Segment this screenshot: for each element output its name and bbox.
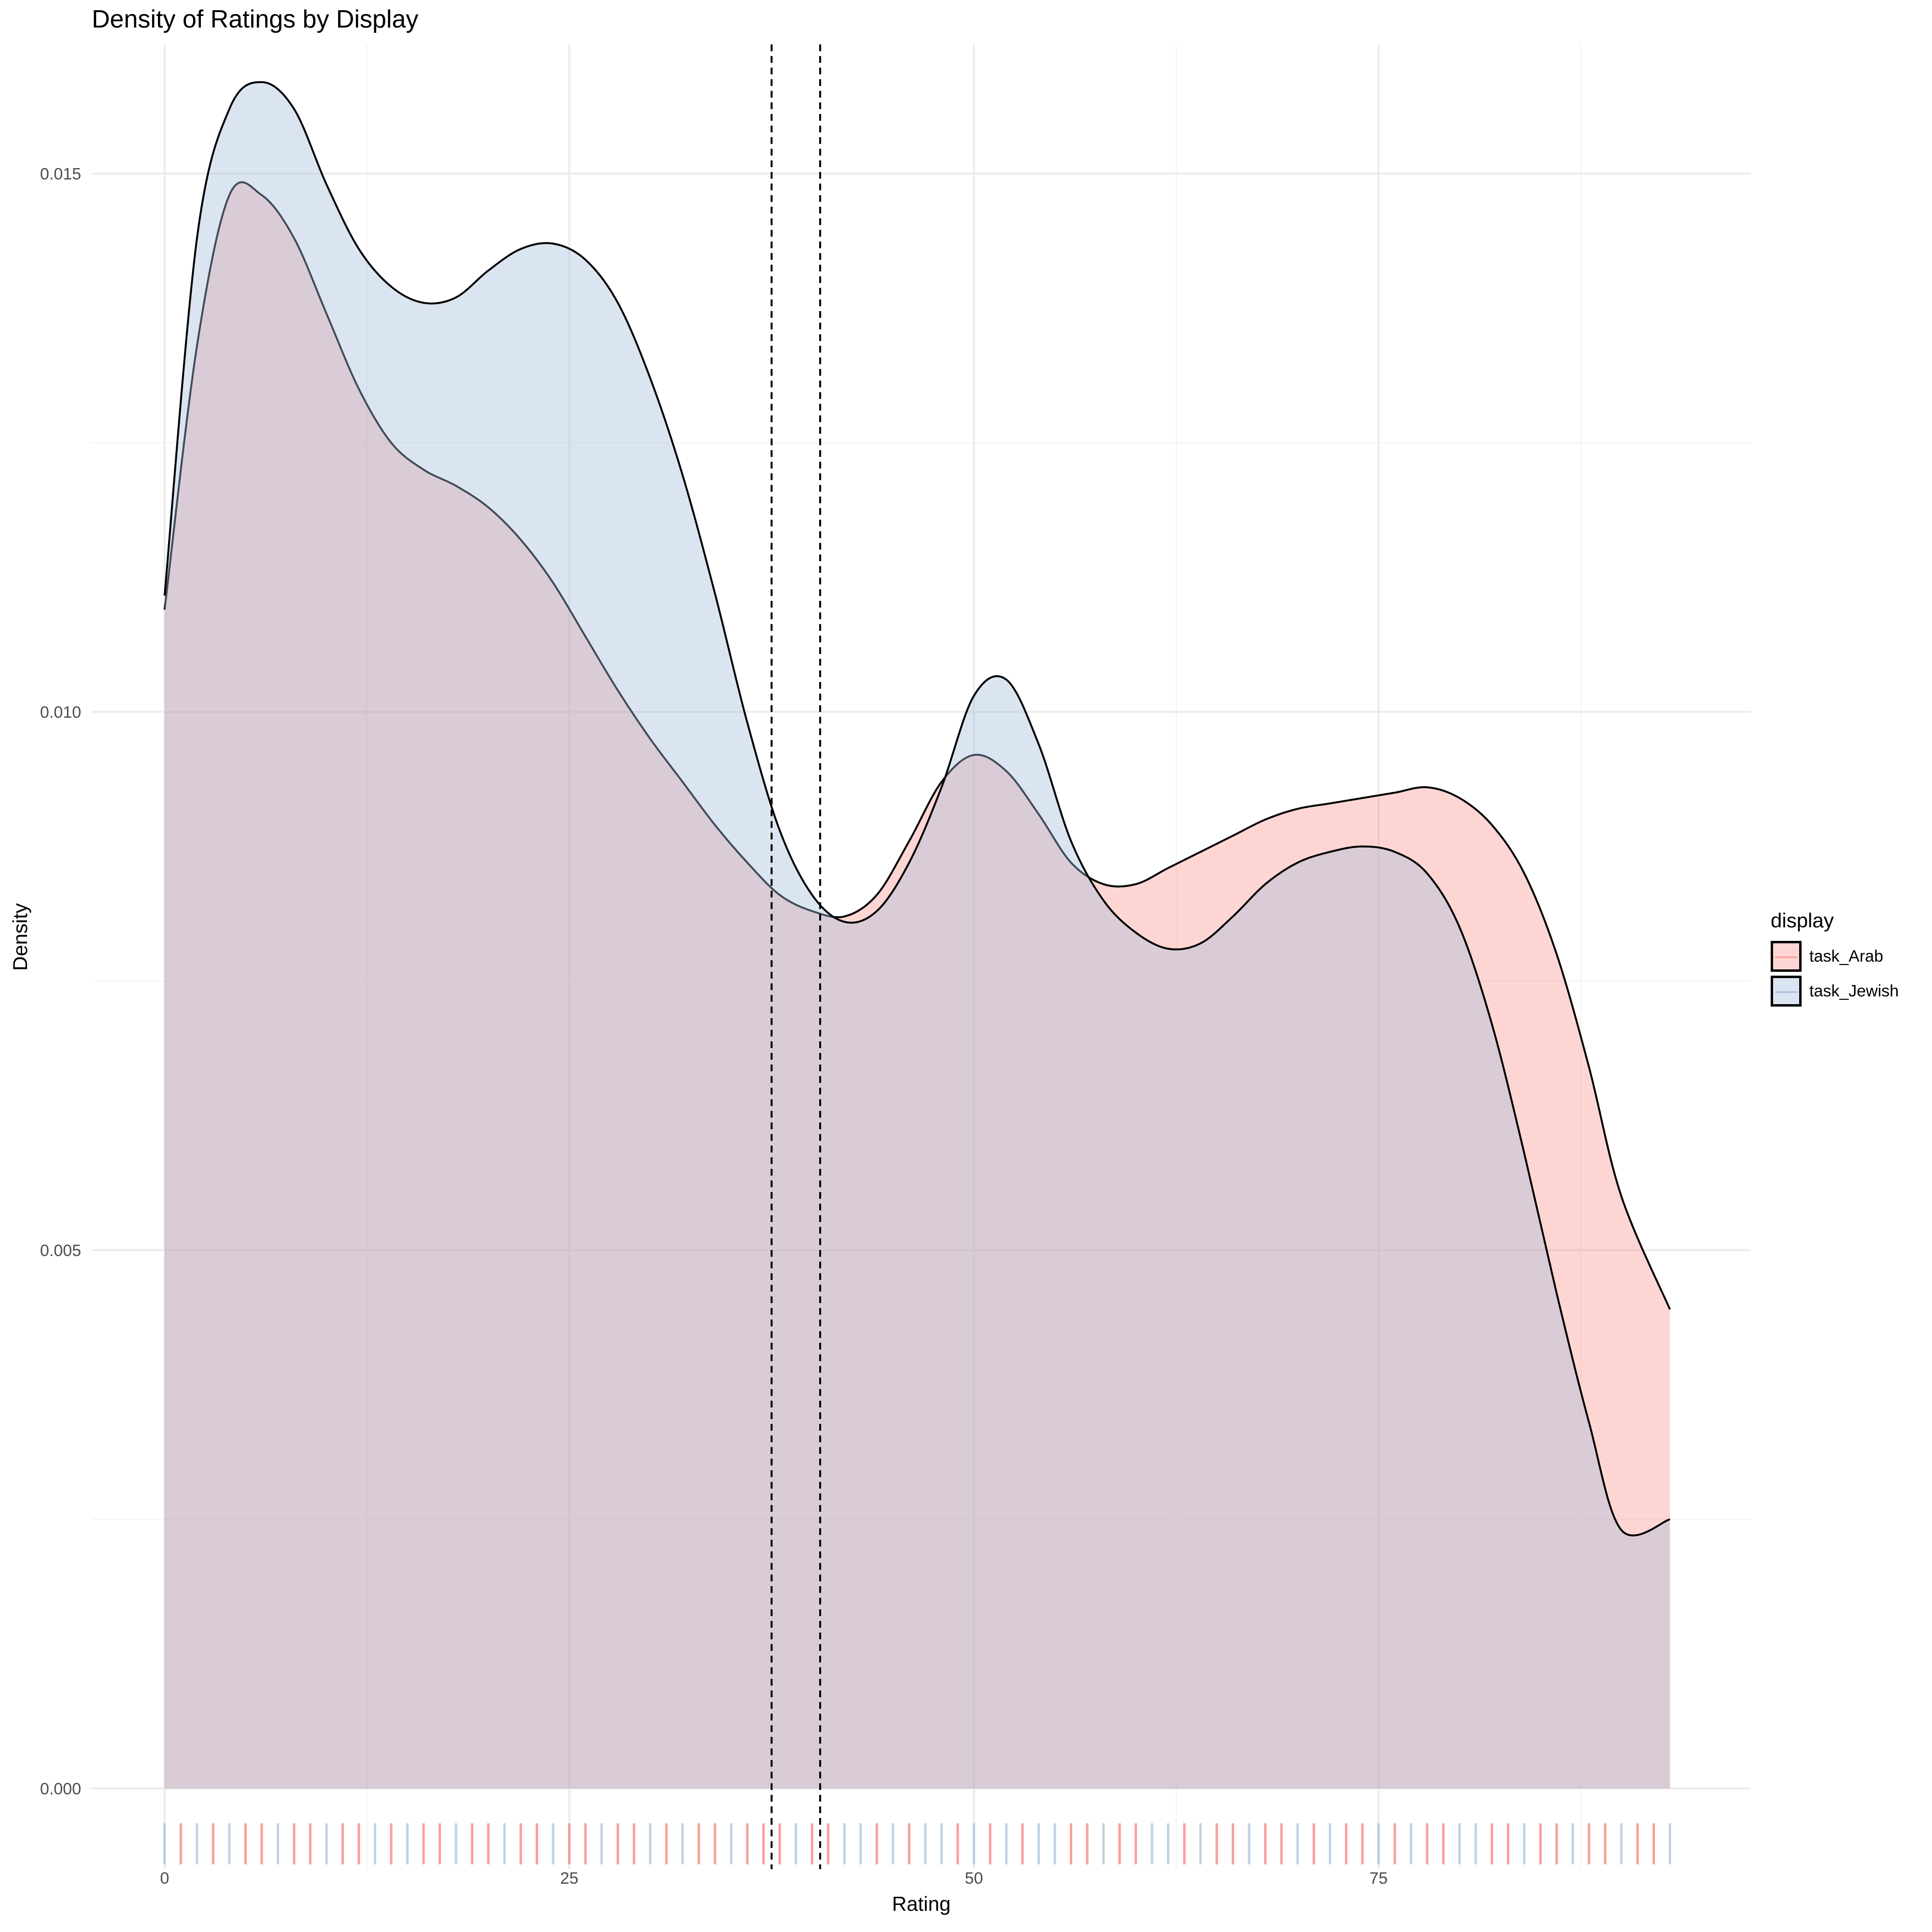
- chart-title: Density of Ratings by Display: [92, 5, 418, 34]
- density-area-task-jewish: [165, 82, 1670, 1789]
- y-tick-label: 0.015: [40, 165, 81, 183]
- legend: display task_Arab task_Jewish: [1771, 909, 1899, 1009]
- legend-label-task-jewish: task_Jewish: [1809, 982, 1899, 1001]
- y-tick-label: 0.005: [40, 1241, 81, 1260]
- legend-title: display: [1771, 909, 1899, 932]
- legend-swatch-task-arab: [1771, 941, 1802, 972]
- legend-label-task-arab: task_Arab: [1809, 947, 1883, 966]
- x-tick-label: 25: [560, 1869, 579, 1888]
- density-areas: [165, 82, 1670, 1789]
- legend-swatch-task-jewish: [1771, 976, 1802, 1007]
- legend-item-task-jewish: task_Jewish: [1771, 974, 1899, 1009]
- x-tick-label: 0: [160, 1869, 169, 1888]
- y-axis-label: Density: [9, 903, 32, 971]
- rug-marks: [165, 1823, 1670, 1864]
- legend-item-task-arab: task_Arab: [1771, 939, 1899, 974]
- x-tick-labels: 0 25 50 75: [160, 1869, 1388, 1888]
- x-tick-label: 75: [1369, 1869, 1388, 1888]
- y-tick-label: 0.000: [40, 1780, 81, 1798]
- y-tick-label: 0.010: [40, 703, 81, 722]
- y-tick-labels: 0.000 0.005 0.010 0.015: [40, 165, 81, 1798]
- x-tick-label: 50: [965, 1869, 983, 1888]
